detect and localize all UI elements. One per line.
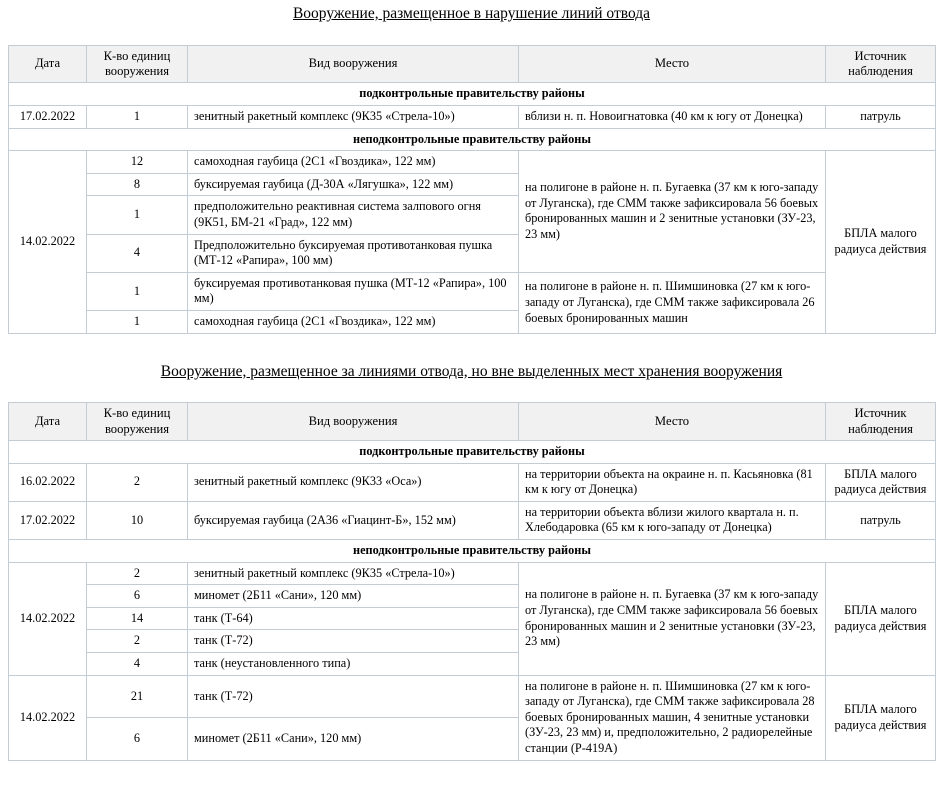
cell-weapon-type: самоходная гаубица (2С1 «Гвоздика», 122 … bbox=[187, 150, 519, 174]
group-heading-label: неподконтрольные правительству районы bbox=[8, 127, 936, 152]
table-1-header-row: Дата К-во единиц вооружения Вид вооружен… bbox=[8, 44, 936, 84]
cell-weapon-type: предположительно реактивная система залп… bbox=[187, 195, 519, 235]
cell-weapon-type: миномет (2Б11 «Сани», 120 мм) bbox=[187, 584, 519, 608]
table-row: 16.02.2022 2 зенитный ракетный комплекс … bbox=[8, 462, 936, 502]
cell-quantity: 1 bbox=[86, 310, 188, 334]
table-row: 6 миномет (2Б11 «Сани», 120 мм) bbox=[9, 717, 936, 761]
table-row: 1 самоходная гаубица (2С1 «Гвоздика», 12… bbox=[9, 310, 936, 334]
cell-weapon-type: танк (Т-72) bbox=[187, 674, 519, 719]
cell-weapon-type: буксируемая гаубица (Д-30А «Лягушка», 12… bbox=[187, 172, 519, 197]
section-1-title-wrap: Вооружение, размещенное в нарушение лини… bbox=[0, 0, 943, 24]
cell-place: на территории объекта вблизи жилого квар… bbox=[518, 500, 826, 540]
cell-source: патруль bbox=[825, 104, 936, 129]
cell-place: на полигоне в районе н. п. Шимшиновка (2… bbox=[518, 271, 826, 334]
cell-source: БПЛА малого радиуса действия bbox=[825, 674, 936, 761]
cell-quantity: 6 bbox=[86, 584, 188, 608]
cell-date: 16.02.2022 bbox=[8, 462, 87, 502]
cell-quantity: 1 bbox=[86, 104, 188, 129]
cell-source: БПЛА малого радиуса действия bbox=[825, 150, 936, 334]
cell-weapon-type: танк (Т-72) bbox=[187, 629, 519, 654]
cell-place: на полигоне в районе н. п. Бугаевка (37 … bbox=[518, 561, 826, 676]
cell-date: 17.02.2022 bbox=[8, 104, 87, 129]
cell-date: 17.02.2022 bbox=[8, 500, 87, 540]
cell-place: на полигоне в районе н. п. Бугаевка (37 … bbox=[518, 150, 826, 273]
table-row: 17.02.2022 1 зенитный ракетный комплекс … bbox=[8, 104, 936, 129]
table-2-body: подконтрольные правительству районы 16.0… bbox=[8, 439, 936, 761]
table-row: 4 Предположительно буксируемая противота… bbox=[9, 233, 936, 273]
group-heading-row: подконтрольные правительству районы bbox=[8, 439, 936, 464]
weapons-table-beyond-withdrawal-lines: Дата К-во единиц вооружения Вид вооружен… bbox=[8, 402, 936, 761]
table-2-header-row: Дата К-во единиц вооружения Вид вооружен… bbox=[8, 402, 936, 441]
column-header-place: Место bbox=[518, 402, 826, 441]
cell-quantity: 6 bbox=[86, 717, 188, 761]
cell-weapon-type: миномет (2Б11 «Сани», 120 мм) bbox=[187, 717, 519, 761]
cell-weapon-type: танк (неустановленного типа) bbox=[187, 652, 519, 676]
cell-place: вблизи н. п. Новоигнатовка (40 км к югу … bbox=[518, 104, 826, 129]
cell-quantity: 2 bbox=[86, 629, 188, 654]
cell-weapon-type: самоходная гаубица (2С1 «Гвоздика», 122 … bbox=[187, 310, 519, 334]
column-header-observation-source: Источник наблюдения bbox=[825, 44, 936, 84]
column-header-weapon-type: Вид вооружения bbox=[187, 44, 519, 84]
cell-source: патруль bbox=[825, 500, 936, 540]
table-row: 6 миномет (2Б11 «Сани», 120 мм) bbox=[9, 584, 936, 608]
table-row: 14.02.2022 21 танк (Т-72) на полигоне в … bbox=[8, 674, 936, 761]
section-1-title: Вооружение, размещенное в нарушение лини… bbox=[292, 5, 651, 22]
column-header-observation-source: Источник наблюдения bbox=[825, 402, 936, 441]
group-heading-row: неподконтрольные правительству районы bbox=[8, 127, 936, 152]
table-row: 2 танк (Т-72) bbox=[9, 629, 936, 654]
table-row: 14.02.2022 2 зенитный ракетный комплекс … bbox=[8, 561, 936, 676]
cell-weapon-type: зенитный ракетный комплекс (9К33 «Оса») bbox=[187, 462, 519, 502]
cell-weapon-type: зенитный ракетный комплекс (9К35 «Стрела… bbox=[187, 561, 519, 586]
cell-quantity: 12 bbox=[86, 150, 188, 174]
document-page: Вооружение, размещенное в нарушение лини… bbox=[0, 0, 943, 761]
table-row: 14.02.2022 12 самоходная гаубица (2С1 «Г… bbox=[8, 150, 936, 334]
column-header-place: Место bbox=[518, 44, 826, 84]
group-heading-label: подконтрольные правительству районы bbox=[8, 82, 936, 106]
cell-weapon-type: танк (Т-64) bbox=[187, 606, 519, 631]
cell-source: БПЛА малого радиуса действия bbox=[825, 462, 936, 502]
cell-date: 14.02.2022 bbox=[8, 674, 87, 761]
group-heading-row: подконтрольные правительству районы bbox=[8, 82, 936, 106]
cell-date: 14.02.2022 bbox=[8, 561, 87, 676]
cell-weapon-type: буксируемая противотанковая пушка (МТ-12… bbox=[187, 271, 519, 312]
cell-weapon-type: Предположительно буксируемая противотанк… bbox=[187, 233, 519, 273]
table-2-header: Дата К-во единиц вооружения Вид вооружен… bbox=[8, 402, 936, 441]
group-heading-label: неподконтрольные правительству районы bbox=[8, 538, 936, 563]
cell-quantity: 21 bbox=[86, 674, 188, 719]
group-heading-row: неподконтрольные правительству районы bbox=[8, 538, 936, 563]
cell-date: 14.02.2022 bbox=[8, 150, 87, 334]
weapons-table-violation-of-withdrawal-lines: Дата К-во единиц вооружения Вид вооружен… bbox=[8, 44, 936, 334]
cell-quantity: 4 bbox=[86, 652, 188, 676]
table-row: 17.02.2022 10 буксируемая гаубица (2А36 … bbox=[8, 500, 936, 540]
cell-quantity: 14 bbox=[86, 606, 188, 631]
cell-quantity: 10 bbox=[86, 500, 188, 540]
table-row: 8 буксируемая гаубица (Д-30А «Лягушка», … bbox=[9, 172, 936, 197]
column-header-date: Дата bbox=[8, 402, 87, 441]
cell-quantity: 4 bbox=[86, 233, 188, 273]
cell-place: на территории объекта на окраине н. п. К… bbox=[518, 462, 826, 502]
cell-quantity: 2 bbox=[86, 561, 188, 586]
table-row: 1 предположительно реактивная система за… bbox=[9, 195, 936, 235]
table-1-header: Дата К-во единиц вооружения Вид вооружен… bbox=[8, 44, 936, 84]
column-header-weapon-type: Вид вооружения bbox=[187, 402, 519, 441]
table-row: 14 танк (Т-64) bbox=[9, 606, 936, 631]
table-1-body: подконтрольные правительству районы 17.0… bbox=[8, 82, 936, 334]
cell-place: на полигоне в районе н. п. Шимшиновка (2… bbox=[518, 674, 826, 761]
cell-weapon-type: буксируемая гаубица (2А36 «Гиацинт-Б», 1… bbox=[187, 500, 519, 540]
cell-quantity: 1 bbox=[86, 271, 188, 312]
cell-source: БПЛА малого радиуса действия bbox=[825, 561, 936, 676]
column-header-date: Дата bbox=[8, 44, 87, 84]
cell-quantity: 2 bbox=[86, 462, 188, 502]
column-header-quantity: К-во единиц вооружения bbox=[86, 402, 188, 441]
cell-weapon-type: зенитный ракетный комплекс (9К35 «Стрела… bbox=[187, 104, 519, 129]
table-row: 1 буксируемая противотанковая пушка (МТ-… bbox=[9, 271, 936, 334]
group-heading-label: подконтрольные правительству районы bbox=[8, 439, 936, 464]
cell-quantity: 8 bbox=[86, 172, 188, 197]
section-2-title: Вооружение, размещенное за линиями отвод… bbox=[160, 362, 783, 380]
column-header-quantity: К-во единиц вооружения bbox=[86, 44, 188, 84]
cell-quantity: 1 bbox=[86, 195, 188, 235]
section-2-title-wrap: Вооружение, размещенное за линиями отвод… bbox=[0, 334, 943, 382]
